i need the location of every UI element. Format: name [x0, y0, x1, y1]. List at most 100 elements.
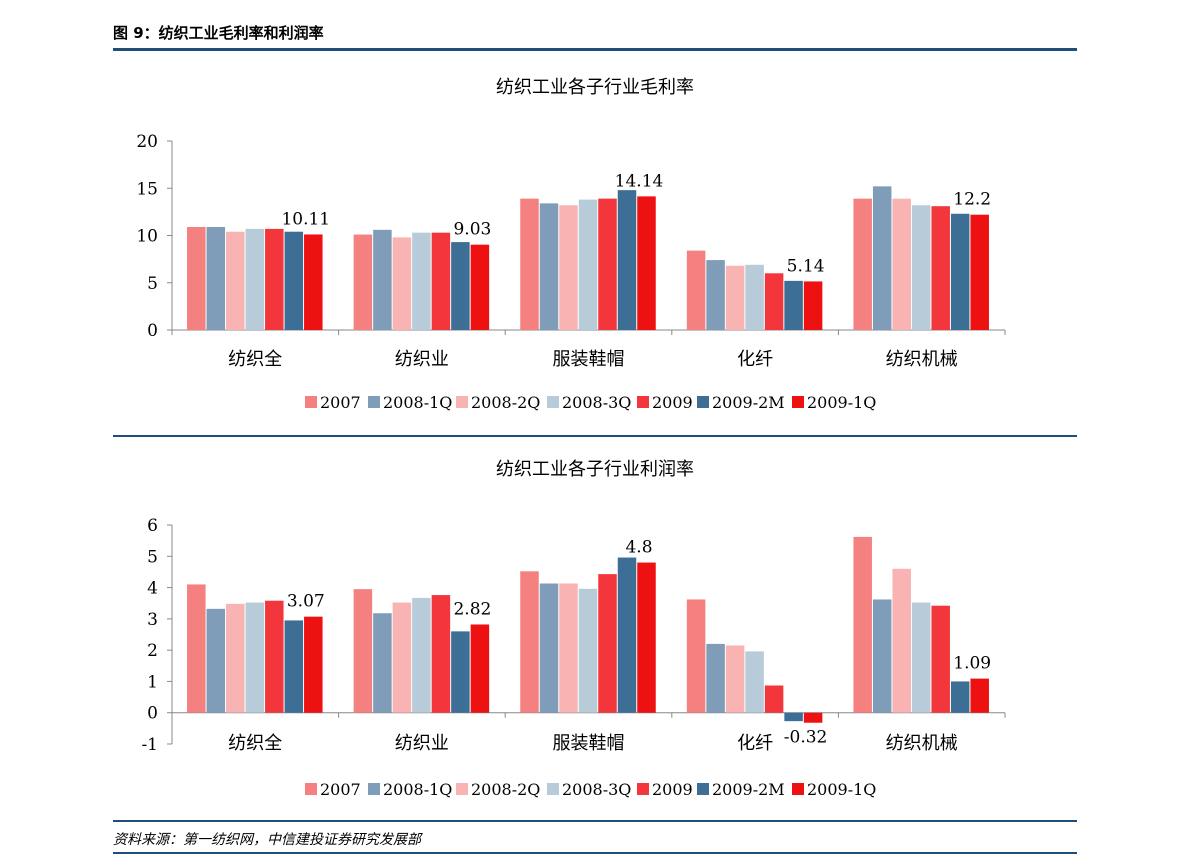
legend-swatch	[637, 783, 649, 795]
profit-margin-chart: 纺织工业各子行业利润率 -1 0 1 2 3 4 5 6 3.07 纺织全 2.82 纺织业 4.8 服装鞋…	[141, 459, 1006, 799]
bar-2009-2m	[284, 620, 304, 713]
bar-2009-1q	[470, 624, 490, 713]
legend-swatch	[697, 783, 709, 795]
bar-2009-1q	[470, 244, 490, 330]
bar-2009-1q	[803, 281, 823, 330]
legend-label: 2008-3Q	[562, 780, 631, 799]
legend-swatch	[305, 783, 317, 795]
bar-2007	[853, 198, 872, 330]
bar-2008-3q	[412, 597, 431, 713]
bar-2007	[520, 198, 539, 330]
y-tick-label: 0	[147, 704, 158, 724]
category-label: 纺织全	[228, 349, 282, 370]
footer-rule	[113, 852, 1077, 854]
bar-2008-1q	[706, 260, 725, 330]
category-label: 化纤	[737, 349, 773, 370]
legend-swatch	[305, 396, 317, 408]
legend-swatch	[547, 396, 559, 408]
legend-swatch	[547, 783, 559, 795]
legend-label: 2009	[652, 393, 693, 412]
data-label: 1.09	[953, 654, 991, 674]
bar-2008-1q	[872, 186, 892, 330]
bar-2008-1q	[706, 643, 725, 713]
y-tick-label: 4	[147, 579, 158, 599]
y-tick-label: 3	[147, 610, 158, 630]
data-label: 2.82	[453, 599, 491, 619]
bar-2009-2m	[617, 190, 637, 330]
bar-2009	[431, 595, 451, 713]
bar-2008-2q	[559, 583, 578, 713]
bar-2008-3q	[578, 199, 598, 330]
bar-2009-1q	[304, 616, 323, 713]
bar-2007	[353, 589, 373, 713]
bar-2008-3q	[911, 205, 931, 330]
bar-2008-2q	[725, 265, 745, 330]
bar-2009-2m	[451, 242, 470, 330]
legend-label: 2009-2M	[712, 393, 785, 412]
bar-2009-1q	[304, 234, 323, 330]
y-tick-label: -1	[141, 735, 158, 755]
bar-2009	[931, 206, 950, 330]
bar-2008-2q	[392, 602, 412, 713]
legend-label: 2007	[320, 780, 361, 799]
chart-title: 纺织工业各子行业毛利率	[496, 77, 694, 98]
legend-swatch	[456, 396, 468, 408]
bar-2009-2m	[784, 712, 803, 722]
bar-2009-1q	[637, 562, 656, 713]
legend-label: 2009	[652, 780, 693, 799]
bar-2007	[853, 536, 872, 713]
bar-2008-2q	[226, 231, 245, 330]
bar-2007	[187, 226, 206, 330]
middle-rule	[113, 435, 1077, 437]
bar-2008-1q	[373, 229, 392, 330]
data-label: 9.03	[453, 220, 491, 240]
legend-swatch	[792, 396, 804, 408]
bar-2008-2q	[392, 237, 412, 330]
bar-2008-2q	[892, 568, 911, 713]
bar-2008-3q	[578, 588, 598, 713]
source-note: 资料来源：第一纺织网，中信建投证券研究发展部	[113, 832, 421, 848]
bar-2009	[598, 198, 617, 330]
bar-2009-2m	[784, 280, 803, 330]
bar-2009-2m	[950, 681, 970, 713]
bar-2009	[931, 605, 950, 713]
bar-2009-2m	[451, 631, 470, 713]
legend-label: 2008-1Q	[383, 393, 452, 412]
legend-swatch	[456, 783, 468, 795]
y-tick-label: 5	[147, 547, 158, 567]
legend-swatch	[637, 396, 649, 408]
legend-label: 2009-2M	[712, 780, 785, 799]
bar-2009-1q	[970, 214, 989, 330]
bar-2009-2m	[617, 557, 637, 713]
bar-2008-1q	[872, 599, 892, 713]
bar-2009-2m	[950, 213, 970, 330]
bar-2009	[431, 232, 451, 330]
gross-margin-chart: 纺织工业各子行业毛利率 0 5 10 15 20 10.11 纺织全 9.03 纺织业 14.14 服…	[136, 77, 1006, 412]
bar-2009	[265, 228, 284, 330]
legend-label: 2009-1Q	[807, 393, 876, 412]
bar-2008-1q	[206, 608, 226, 713]
bar-2009	[598, 574, 617, 713]
y-tick-label: 2	[147, 641, 158, 661]
bar-2008-3q	[245, 228, 265, 330]
legend-label: 2008-2Q	[471, 780, 540, 799]
data-label: 5.14	[787, 256, 825, 276]
bottom-rule	[113, 820, 1077, 822]
bar-2008-2q	[226, 603, 245, 713]
category-label: 服装鞋帽	[553, 733, 625, 754]
bar-2009	[265, 600, 284, 713]
data-label: 12.2	[953, 190, 991, 210]
legend-swatch	[792, 783, 804, 795]
bar-2007	[686, 250, 706, 330]
category-label: 纺织机械	[886, 733, 958, 754]
data-label: -0.32	[784, 728, 828, 748]
bar-2008-1q	[539, 203, 559, 330]
category-label: 纺织机械	[886, 349, 958, 370]
category-label: 纺织业	[395, 733, 449, 754]
y-tick-label: 0	[147, 321, 158, 341]
legend-swatch	[697, 396, 709, 408]
y-tick-label: 1	[147, 672, 158, 692]
category-label: 纺织全	[228, 733, 282, 754]
legend-swatch	[368, 396, 380, 408]
bar-2008-1q	[373, 613, 392, 713]
